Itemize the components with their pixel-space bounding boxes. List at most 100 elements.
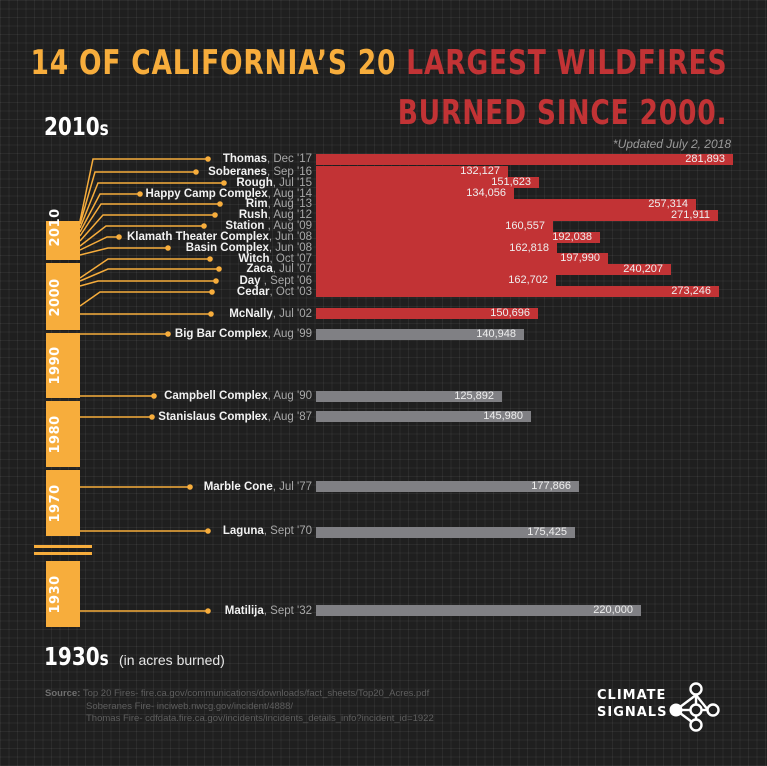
- fire-date: , Jun '08: [268, 231, 312, 243]
- bar-zaca: 240,207: [316, 263, 671, 275]
- timeline-break-line: [34, 552, 92, 555]
- fire-label-basin: Basin Complex, Jun '08: [186, 242, 312, 254]
- fire-name: Rough: [236, 177, 273, 189]
- chart-title: 14 OF CALIFORNIA’S 20 LARGEST WILDFIRES …: [30, 38, 727, 138]
- bar-basin: 162,818: [316, 242, 557, 254]
- bottom-decade-suffix: s: [99, 648, 109, 670]
- timeline-block-2010: 2010: [46, 208, 80, 260]
- fire-date: , Jun '08: [268, 242, 312, 254]
- fire-name: Stanislaus Complex: [158, 411, 268, 423]
- bar-value: 150,696: [490, 307, 530, 319]
- bar-happy-camp: 134,056: [316, 187, 514, 199]
- fire-date: , Dec '17: [266, 153, 312, 165]
- fire-name: Soberanes: [208, 166, 267, 178]
- bar-station: 160,557: [316, 220, 553, 232]
- bar-value: 151,623: [491, 176, 531, 188]
- fire-date: , Aug '12: [267, 209, 312, 221]
- bar-laguna: 175,425: [316, 526, 575, 538]
- bar-value: 160,557: [505, 220, 545, 232]
- title-yellow-part: 14 OF CALIFORNIA’S 20: [30, 43, 406, 83]
- bar-rush: 271,911: [316, 209, 718, 221]
- timeline-block-2000: 2000: [46, 263, 80, 330]
- fire-date: , Jul '77: [272, 481, 312, 493]
- bar-mcnally: 150,696: [316, 307, 538, 319]
- fire-name: Cedar: [236, 286, 270, 298]
- fire-name: Big Bar Complex: [174, 328, 268, 340]
- bottom-decade-label: 1930s: [44, 642, 109, 671]
- fire-label-day: Day , Sept '06: [239, 275, 312, 287]
- fire-label-mcnally: McNally, Jul '02: [229, 308, 312, 320]
- fire-name: Campbell Complex: [164, 390, 268, 402]
- fire-date: , Jul '02: [272, 308, 312, 320]
- fire-date: , Sept '70: [263, 525, 312, 537]
- title-red-part: LARGEST WILDFIRES: [405, 43, 727, 83]
- bar-stanislaus: 145,980: [316, 410, 531, 422]
- fire-label-klamath: Klamath Theater Complex, Jun '08: [127, 231, 312, 243]
- fire-date: , Aug '87: [267, 411, 312, 423]
- fire-date: , Sept '32: [263, 605, 312, 617]
- fire-date: , Oct '03: [269, 286, 312, 298]
- bar-value: 197,990: [560, 252, 600, 264]
- top-decade-label: 2010s: [44, 112, 109, 141]
- fire-name: Laguna: [222, 525, 264, 537]
- bar-value: 162,818: [509, 242, 549, 254]
- fire-label-happy-camp: Happy Camp Complex, Aug '14: [146, 188, 312, 200]
- source-link-thomas[interactable]: Thomas Fire- cdfdata.fire.ca.gov/inciden…: [86, 713, 434, 724]
- bar-campbell: 125,892: [316, 390, 502, 402]
- bar-value: 257,314: [648, 198, 688, 210]
- logo-text-line2: SIGNALS: [597, 705, 668, 720]
- fire-name: Rim: [245, 198, 268, 210]
- top-decade-number: 2010: [44, 112, 100, 141]
- bar-witch: 197,990: [316, 252, 608, 264]
- timeline-block-1990: 1990: [46, 333, 80, 398]
- source-link-top20[interactable]: Top 20 Fires- fire.ca.gov/communications…: [82, 688, 430, 699]
- bar-value: 271,911: [671, 209, 710, 221]
- source-link-soberanes[interactable]: Soberanes Fire- inciweb.nwcg.gov/inciden…: [86, 700, 294, 712]
- bar-value: 132,127: [460, 165, 500, 177]
- bar-soberanes: 132,127: [316, 165, 508, 177]
- bar-value: 140,948: [476, 328, 516, 340]
- timeline-block-1970: 1970: [46, 470, 80, 536]
- fire-name: Day: [239, 275, 261, 287]
- fire-label-marble-cone: Marble Cone, Jul '77: [204, 481, 312, 493]
- bar-value: 192,038: [552, 231, 592, 243]
- fire-label-witch: Witch, Oct '07: [238, 253, 312, 265]
- fire-name: McNally: [229, 308, 273, 320]
- bar-value: 240,207: [623, 263, 663, 275]
- logo-text-line1: CLIMATE: [597, 688, 667, 703]
- fire-label-matilija: Matilija, Sept '32: [225, 605, 312, 617]
- bar-cedar: 273,246: [316, 285, 719, 297]
- source-label: Source:: [45, 688, 81, 699]
- fire-name: Klamath Theater Complex: [127, 231, 269, 243]
- bar-value: 220,000: [593, 604, 633, 616]
- fire-label-rim: Rim, Aug '13: [246, 198, 312, 210]
- climate-signals-logo: CLIMATE SIGNALS: [597, 687, 667, 721]
- bar-value: 281,893: [685, 153, 725, 165]
- units-note: (in acres burned): [119, 652, 225, 668]
- fire-date: , Aug '14: [267, 188, 312, 200]
- fire-label-thomas: Thomas, Dec '17: [223, 153, 312, 165]
- top-decade-suffix: s: [99, 118, 109, 140]
- fire-label-stanislaus: Stanislaus Complex, Aug '87: [158, 411, 312, 423]
- fire-date: , Aug '09: [264, 220, 312, 232]
- bar-value: 134,056: [466, 187, 506, 199]
- timeline-block-1980: 1980: [46, 401, 80, 467]
- fire-label-zaca: Zaca, Jul '07: [247, 263, 313, 275]
- fire-label-station: Station , Aug '09: [225, 220, 312, 232]
- fire-label-rough: Rough, Jul '15: [236, 177, 312, 189]
- timeline-block-1930: 1930: [46, 561, 80, 627]
- fire-label-cedar: Cedar, Oct '03: [237, 286, 312, 298]
- bar-rough: 151,623: [316, 176, 539, 188]
- bottom-decade-number: 1930: [44, 642, 100, 671]
- title-line-2: BURNED SINCE 2000.: [397, 93, 727, 133]
- fire-date: , Jul '07: [272, 263, 312, 275]
- fire-name: Station: [225, 220, 265, 232]
- fire-label-big-bar: Big Bar Complex, Aug '99: [175, 328, 312, 340]
- bar-value: 175,425: [527, 526, 567, 538]
- network-nodes-icon: [669, 682, 720, 732]
- fire-date: , Aug '99: [267, 328, 312, 340]
- bar-rim: 257,314: [316, 198, 696, 210]
- fire-name: Thomas: [222, 153, 267, 165]
- bar-value: 162,702: [508, 274, 548, 286]
